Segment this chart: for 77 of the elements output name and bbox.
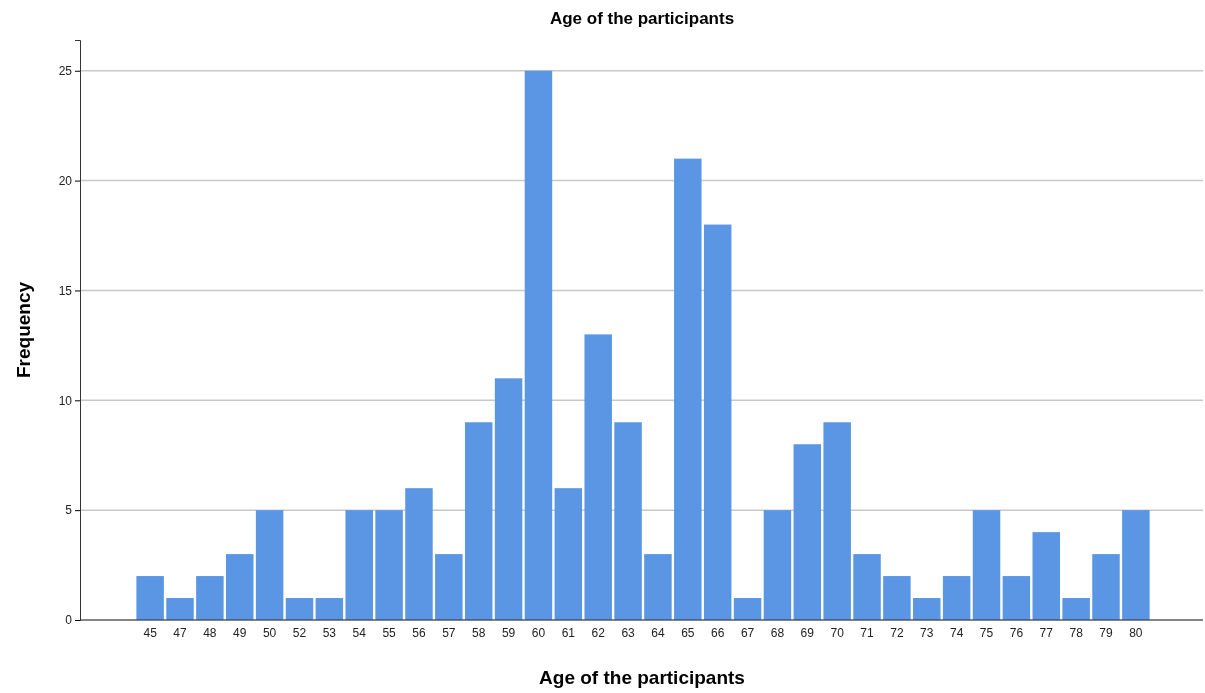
bar xyxy=(435,554,463,620)
bar xyxy=(614,422,642,620)
bar xyxy=(136,576,164,620)
x-tick-label: 80 xyxy=(1129,625,1143,640)
bar xyxy=(554,488,583,620)
bar xyxy=(793,444,822,620)
bar xyxy=(1062,598,1090,620)
bar xyxy=(405,488,433,620)
bar xyxy=(226,554,254,620)
y-tick-label: 20 xyxy=(58,173,73,188)
bar xyxy=(375,510,403,620)
x-tick-label: 67 xyxy=(740,625,755,640)
bar xyxy=(345,510,373,620)
bar xyxy=(823,422,851,620)
bar xyxy=(1122,510,1150,620)
x-tick-label: 50 xyxy=(262,625,277,640)
bar xyxy=(853,554,881,620)
bar xyxy=(942,576,971,620)
bar xyxy=(972,510,1001,620)
bar xyxy=(285,598,314,620)
bar xyxy=(584,334,612,620)
bar xyxy=(763,510,792,620)
x-tick-label: 58 xyxy=(472,625,486,640)
bar xyxy=(166,598,194,620)
y-tick-label: 25 xyxy=(58,64,73,79)
y-tick-label: 15 xyxy=(58,283,73,298)
x-tick-label: 62 xyxy=(591,625,606,640)
x-tick-label: 60 xyxy=(531,625,546,640)
bar xyxy=(1032,532,1060,620)
bar xyxy=(703,224,732,620)
bar xyxy=(494,378,523,620)
x-tick-label: 53 xyxy=(322,625,337,640)
bar xyxy=(733,598,762,620)
x-tick-label: 47 xyxy=(173,625,187,640)
x-tick-label: 64 xyxy=(651,625,665,640)
bar xyxy=(1092,554,1120,620)
y-tick-label: 10 xyxy=(58,393,73,408)
x-tick-label: 56 xyxy=(412,625,426,640)
y-tick-label: 0 xyxy=(65,613,73,628)
x-tick-label: 55 xyxy=(382,625,397,640)
x-tick-label: 72 xyxy=(890,625,904,640)
x-tick-label: 61 xyxy=(561,625,576,640)
x-tick-label: 52 xyxy=(292,625,307,640)
x-tick-label: 65 xyxy=(681,625,695,640)
bar xyxy=(674,158,702,620)
y-axis-title: Frequency xyxy=(13,281,34,379)
x-tick-label: 74 xyxy=(949,625,964,640)
bar xyxy=(315,598,344,620)
x-tick-label: 76 xyxy=(1009,625,1024,640)
x-tick-label: 78 xyxy=(1069,625,1084,640)
x-tick-label: 73 xyxy=(920,625,934,640)
x-tick-label: 66 xyxy=(711,625,725,640)
x-tick-label: 70 xyxy=(830,625,845,640)
x-tick-label: 79 xyxy=(1099,625,1113,640)
x-tick-label: 71 xyxy=(860,625,875,640)
bar xyxy=(913,598,941,620)
x-tick-label: 59 xyxy=(501,625,516,640)
bar xyxy=(1002,576,1031,620)
x-tick-label: 48 xyxy=(203,625,217,640)
x-tick-label: 63 xyxy=(621,625,636,640)
x-tick-label: 75 xyxy=(979,625,994,640)
x-tick-label: 57 xyxy=(442,625,456,640)
x-tick-label: 77 xyxy=(1039,625,1054,640)
x-tick-label: 45 xyxy=(143,625,158,640)
bar xyxy=(883,576,911,620)
x-tick-label: 69 xyxy=(800,625,815,640)
y-tick-label: 5 xyxy=(65,503,73,518)
bar xyxy=(644,554,672,620)
x-tick-label: 54 xyxy=(352,625,367,640)
x-tick-label: 68 xyxy=(770,625,785,640)
bar xyxy=(255,510,284,620)
bar xyxy=(524,70,553,620)
chart-title: Age of the participants xyxy=(549,9,735,28)
x-tick-label: 49 xyxy=(233,625,247,640)
bar xyxy=(464,422,493,620)
x-axis-title: Age of the participants xyxy=(539,667,745,688)
bar xyxy=(196,576,224,620)
